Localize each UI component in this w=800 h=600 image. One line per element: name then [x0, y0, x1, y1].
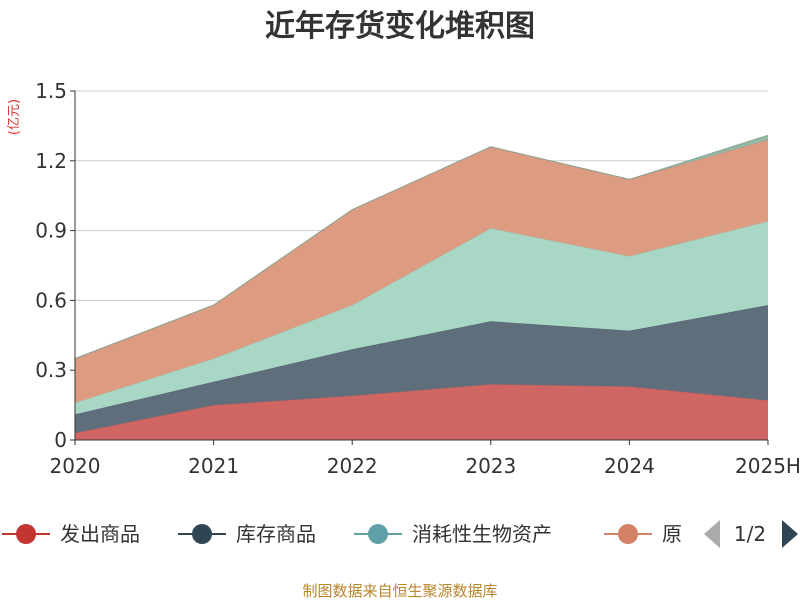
legend-item-1[interactable]: 发出商品 — [2, 522, 140, 546]
chart-title: 近年存货变化堆积图 — [265, 9, 535, 44]
legend-item-3[interactable]: 消耗性生物资产 — [354, 522, 552, 546]
legend-item-4[interactable]: 原 — [604, 522, 682, 546]
y-tick-label: 0.9 — [35, 219, 67, 243]
area-series-2 — [75, 305, 768, 433]
area-edge-5 — [74, 134, 769, 360]
x-tick-label: 2023 — [465, 454, 516, 478]
area-series-1 — [75, 384, 768, 440]
legend-marker-4 — [618, 524, 638, 544]
y-tick-label: 1.5 — [35, 79, 67, 103]
stacked-areas — [74, 134, 769, 440]
x-tick-label: 2024 — [604, 454, 655, 478]
axes — [70, 90, 769, 445]
y-tick-label: 0.6 — [35, 288, 67, 312]
legend-marker-1 — [16, 524, 36, 544]
legend-marker-3 — [368, 524, 388, 544]
y-axis-unit: (亿元) — [7, 99, 22, 135]
x-tick-labels: 2020 2021 2022 2023 2024 2025H — [50, 454, 800, 478]
legend-next-icon[interactable] — [782, 520, 798, 548]
legend-marker-2 — [192, 524, 212, 544]
legend-label-3: 消耗性生物资产 — [412, 522, 552, 546]
y-tick-label: 1.2 — [35, 149, 67, 173]
x-tick-label: 2022 — [327, 454, 378, 478]
y-tick-label: 0 — [54, 428, 67, 452]
legend[interactable]: 发出商品 库存商品 消耗性生物资产 原 — [2, 522, 682, 546]
legend-page-indicator: 1/2 — [734, 522, 766, 546]
y-tick-labels: 0 0.3 0.6 0.9 1.2 1.5 — [35, 79, 67, 452]
area-series-3 — [75, 221, 768, 415]
data-source-note: 制图数据来自恒生聚源数据库 — [302, 582, 497, 600]
x-tick-label: 2020 — [50, 454, 101, 478]
legend-label-2: 库存商品 — [236, 522, 316, 546]
y-tick-label: 0.3 — [35, 358, 67, 382]
x-tick-label: 2025H — [735, 454, 800, 478]
x-tick-label: 2021 — [188, 454, 239, 478]
legend-pager[interactable]: 1/2 — [704, 520, 798, 548]
legend-prev-icon[interactable] — [704, 520, 720, 548]
area-series-4 — [75, 139, 768, 403]
legend-label-4: 原 — [662, 522, 682, 546]
legend-item-2[interactable]: 库存商品 — [178, 522, 316, 546]
legend-label-1: 发出商品 — [60, 522, 140, 546]
